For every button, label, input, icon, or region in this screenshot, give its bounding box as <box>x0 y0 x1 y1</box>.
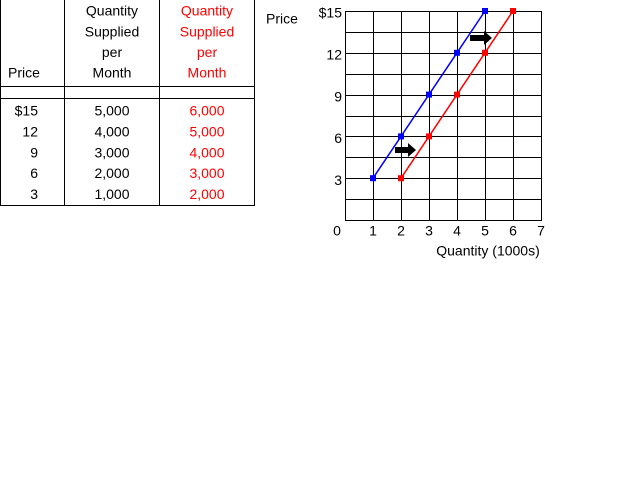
x-tick-label: 2 <box>397 223 405 239</box>
table-cell: 2,000 <box>189 186 224 202</box>
x-axis-label: Quantity (1000s) <box>436 243 540 259</box>
column-header: Quantity <box>181 3 233 19</box>
data-point <box>454 91 460 98</box>
x-tick-label: 5 <box>481 223 489 239</box>
table-cell: 6,000 <box>189 103 224 119</box>
table-cell: 9 <box>30 144 38 160</box>
table-cell: 3,000 <box>189 165 224 181</box>
column-header: Supplied <box>85 23 140 39</box>
y-tick-label: 12 <box>326 47 342 63</box>
table-cell: $15 <box>15 103 39 119</box>
data-point <box>482 49 488 56</box>
column-header: per <box>102 44 123 60</box>
column-header: per <box>197 44 218 60</box>
x-tick-label: 1 <box>369 223 377 239</box>
column-header: Price <box>8 65 40 81</box>
column-header: Month <box>188 65 227 81</box>
data-point <box>426 91 432 98</box>
data-point <box>426 133 432 140</box>
table-cell: 4,000 <box>189 144 224 160</box>
column-header: Quantity <box>86 3 138 19</box>
data-point <box>370 175 376 182</box>
table-cell: 12 <box>22 124 38 140</box>
data-point <box>398 175 404 182</box>
data-point <box>510 8 516 14</box>
y-tick-label: 6 <box>334 130 342 146</box>
shift-arrow <box>395 143 416 157</box>
y-axis-label: Price <box>266 11 298 27</box>
data-point <box>454 49 460 56</box>
table-cell: 1,000 <box>94 186 129 202</box>
table-cell: 4,000 <box>94 124 129 140</box>
y-tick-label: 3 <box>334 172 342 188</box>
column-header: Supplied <box>180 23 235 39</box>
table-cell: 3,000 <box>94 144 129 160</box>
table <box>0 0 255 206</box>
x-tick-label: 0 <box>333 223 341 239</box>
column-header: Month <box>93 65 132 81</box>
table-cell: 6 <box>30 165 38 181</box>
data-point <box>398 133 404 140</box>
table-cell: 5,000 <box>94 103 129 119</box>
y-tick-label: 9 <box>334 88 342 104</box>
y-tick-label: $15 <box>319 5 343 21</box>
x-tick-label: 7 <box>537 223 545 239</box>
x-tick-label: 4 <box>453 223 461 239</box>
shift-arrow <box>470 31 492 45</box>
table-cell: 3 <box>30 186 38 202</box>
x-tick-label: 6 <box>509 223 517 239</box>
x-tick-label: 3 <box>425 223 433 239</box>
table-cell: 2,000 <box>94 165 129 181</box>
table-cell: 5,000 <box>189 124 224 140</box>
data-point <box>482 8 488 14</box>
